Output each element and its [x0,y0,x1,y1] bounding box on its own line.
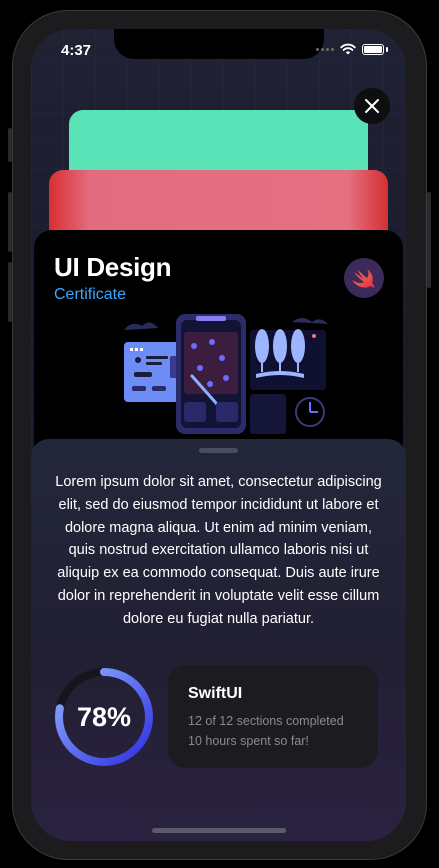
course-title: SwiftUI [188,685,243,702]
wifi-icon [340,43,356,55]
mute-switch [8,128,12,162]
volume-up-button [8,192,12,252]
screen: 4:37 UI Design Certificate [31,29,406,841]
progress-ring [55,668,153,766]
course-summary-card[interactable]: SwiftUI 12 of 12 sections completed 10 h… [168,665,378,768]
close-icon [365,99,379,113]
battery-tip [386,46,388,52]
ui-design-illustration [124,314,328,434]
signal-icon [316,47,334,51]
home-indicator[interactable] [152,828,286,833]
battery-icon [362,43,384,55]
sheet-drag-handle[interactable] [199,448,238,453]
close-button[interactable] [354,88,390,124]
certificate-card[interactable]: UI Design Certificate [34,230,403,460]
description-text: Lorem ipsum dolor sit amet, consectetur … [55,474,382,627]
status-indicators [316,43,388,55]
status-time: 4:37 [61,42,92,59]
volume-down-button [8,262,12,322]
progress-percentage: 78% [76,701,132,732]
hours-spent-text: 10 hours spent so far! [188,734,309,748]
progress-ring-fill [55,668,153,766]
details-sheet[interactable]: Lorem ipsum dolor sit amet, consectetur … [31,439,406,841]
sections-completed-text: 12 of 12 sections completed [188,714,344,728]
swift-logo-icon [344,258,384,298]
card-title: UI Design [54,252,172,282]
card-subtitle: Certificate [54,286,127,303]
power-button [427,192,431,288]
notch [114,29,324,59]
